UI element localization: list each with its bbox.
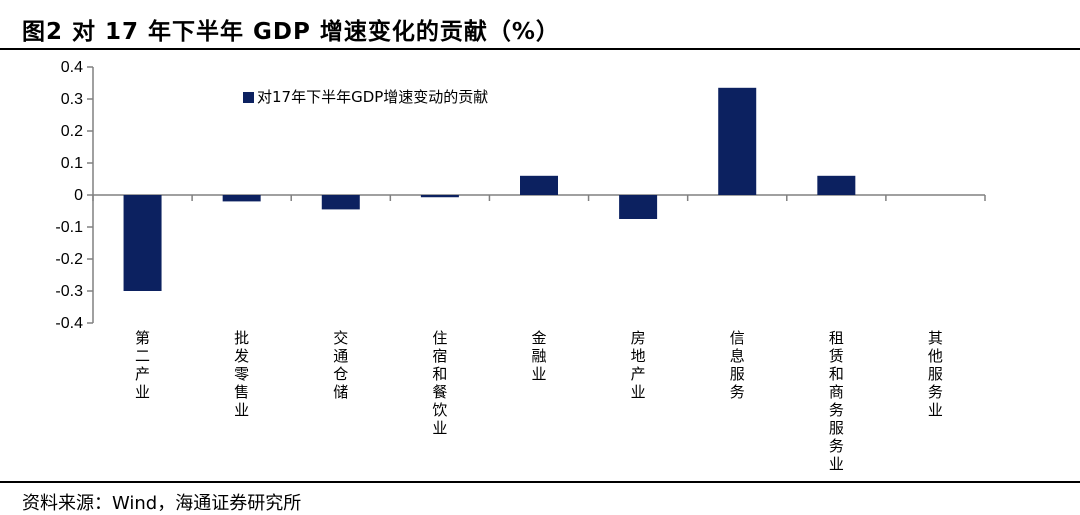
category-label: 信息服务 <box>730 329 745 401</box>
category-label: 租赁和商务服务业 <box>829 329 844 473</box>
bar <box>718 87 757 195</box>
bar <box>123 195 162 291</box>
bar <box>321 195 360 210</box>
y-tick-label: 0.4 <box>61 59 83 76</box>
bar <box>520 175 558 195</box>
category-label: 金融业 <box>531 329 546 383</box>
y-axis: 0.4 0.3 0.2 0.1 0 -0.1 -0.2 -0.3 -0.4 <box>55 59 94 332</box>
bar <box>619 195 658 219</box>
category-label: 交通仓储 <box>333 329 348 401</box>
category-label: 第二产业 <box>135 329 150 401</box>
top-rule <box>0 48 1080 50</box>
y-tick-label: 0.3 <box>61 91 83 108</box>
y-tick-label: -0.2 <box>55 251 83 268</box>
source-note: 资料来源：Wind，海通证券研究所 <box>22 493 302 514</box>
bottom-rule <box>0 481 1080 483</box>
figure-title: 图2 对 17 年下半年 GDP 增速变化的贡献（%） <box>22 19 560 45</box>
y-tick-label: 0.2 <box>61 123 83 140</box>
category-label: 批发零售业 <box>234 329 249 419</box>
bar <box>222 195 261 202</box>
y-tick-label: -0.1 <box>55 219 83 236</box>
y-tick-label: 0 <box>74 187 83 204</box>
legend-swatch <box>243 92 254 103</box>
legend: 对17年下半年GDP增速变动的贡献 <box>243 88 488 106</box>
category-label: 房地产业 <box>631 329 646 401</box>
bar <box>817 175 856 195</box>
y-tick-label: -0.4 <box>55 315 83 332</box>
y-tick-label: -0.3 <box>55 283 83 300</box>
category-labels: 第二产业 批发零售业 交通仓储 住宿和餐饮业 金融业 房地产业 信息服务 租赁和商务服务业 其他… <box>135 329 943 473</box>
category-label: 其他服务业 <box>928 329 943 419</box>
bar <box>420 195 459 198</box>
category-label: 住宿和餐饮业 <box>432 329 447 437</box>
legend-label: 对17年下半年GDP增速变动的贡献 <box>257 88 488 106</box>
bar-chart: 0.4 0.3 0.2 0.1 0 -0.1 -0.2 -0.3 -0.4 第二产业 批发零售业 交… <box>55 59 986 473</box>
y-tick-label: 0.1 <box>61 155 83 172</box>
bars <box>123 87 856 291</box>
